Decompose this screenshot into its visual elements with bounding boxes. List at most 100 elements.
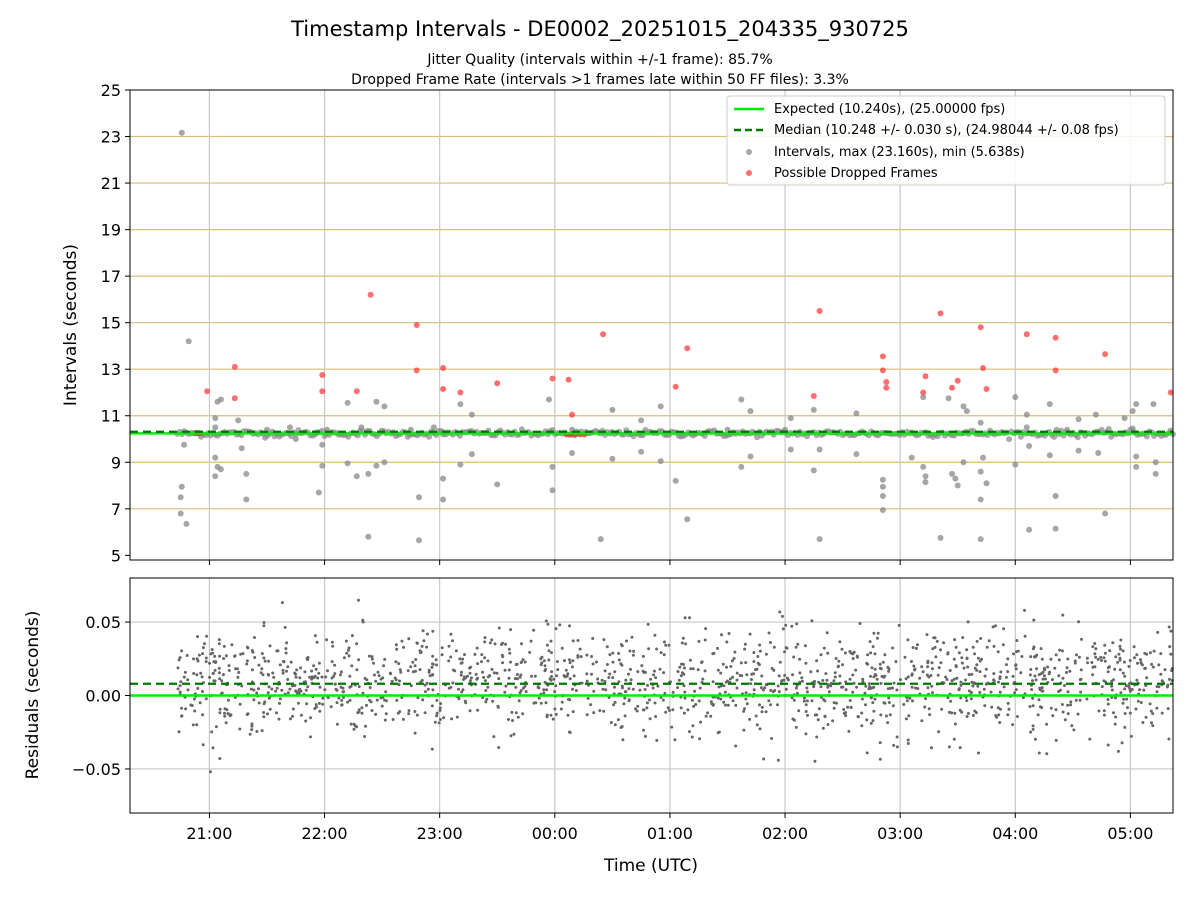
residual-point bbox=[906, 675, 910, 679]
residual-point bbox=[1029, 655, 1033, 659]
residual-point bbox=[625, 639, 629, 643]
interval-point bbox=[353, 473, 360, 480]
residual-point bbox=[1007, 707, 1011, 711]
residual-point bbox=[352, 727, 356, 731]
residual-point bbox=[1014, 688, 1018, 692]
residual-point bbox=[516, 715, 520, 719]
residual-point bbox=[829, 681, 833, 685]
interval-point bbox=[457, 401, 464, 408]
residual-point bbox=[1085, 697, 1089, 701]
residual-point bbox=[796, 642, 800, 646]
residual-point bbox=[906, 738, 910, 742]
residual-point bbox=[296, 691, 299, 695]
residual-point bbox=[520, 660, 523, 664]
interval-point bbox=[365, 470, 372, 477]
residual-point bbox=[671, 708, 675, 712]
residual-point bbox=[638, 688, 642, 692]
residual-point bbox=[1039, 647, 1043, 651]
residual-point bbox=[395, 647, 399, 651]
interval-band-point bbox=[426, 433, 433, 440]
residual-point bbox=[528, 650, 532, 654]
residual-point bbox=[1040, 706, 1044, 710]
residual-point bbox=[954, 645, 958, 649]
residual-point bbox=[218, 654, 222, 658]
residual-point bbox=[624, 678, 628, 682]
residual-point bbox=[217, 642, 221, 646]
dropped-frame-point bbox=[204, 388, 211, 395]
dropped-frame-point bbox=[600, 331, 607, 338]
interval-point bbox=[344, 399, 351, 406]
interval-point bbox=[243, 496, 250, 503]
residual-point bbox=[1079, 668, 1083, 672]
dropped-frame-point bbox=[1023, 331, 1030, 338]
residual-point bbox=[571, 659, 575, 663]
residual-point bbox=[259, 671, 263, 675]
residual-point bbox=[1135, 653, 1139, 657]
dropped-frame-point bbox=[413, 322, 420, 328]
residual-point bbox=[288, 687, 292, 691]
residual-point bbox=[1097, 709, 1101, 713]
residual-point bbox=[483, 656, 487, 660]
residual-point bbox=[1114, 715, 1118, 719]
residual-point bbox=[514, 685, 518, 689]
residual-point bbox=[990, 705, 994, 709]
residual-point bbox=[197, 653, 201, 657]
residual-point bbox=[673, 738, 677, 742]
residual-point bbox=[466, 674, 469, 678]
residual-point bbox=[627, 699, 631, 703]
residual-point bbox=[397, 662, 401, 666]
residual-point bbox=[407, 637, 411, 641]
residual-point bbox=[559, 707, 563, 711]
residual-point bbox=[540, 655, 544, 659]
residual-point bbox=[179, 680, 183, 684]
residual-point bbox=[621, 686, 624, 690]
residual-point bbox=[437, 721, 441, 725]
residual-point bbox=[662, 671, 666, 675]
residual-point bbox=[1116, 660, 1120, 664]
residual-point bbox=[627, 672, 630, 676]
residual-point bbox=[629, 667, 632, 671]
residual-point bbox=[868, 685, 872, 689]
residual-point bbox=[1102, 713, 1106, 717]
residual-point bbox=[488, 674, 492, 678]
residual-point bbox=[825, 678, 829, 682]
legend-intervals-swatch bbox=[746, 149, 752, 155]
residual-point bbox=[849, 705, 853, 709]
residual-point bbox=[510, 710, 514, 714]
residual-point bbox=[544, 668, 548, 671]
residual-point bbox=[895, 745, 899, 749]
interval-point bbox=[344, 460, 351, 467]
interval-point bbox=[468, 411, 475, 418]
jitter-quality-subtitle: Jitter Quality (intervals within +/-1 fr… bbox=[426, 52, 772, 68]
dropped-frame-rate-subtitle: Dropped Frame Rate (intervals >1 frames … bbox=[351, 72, 849, 88]
dropped-frame-point bbox=[549, 375, 556, 382]
residual-point bbox=[191, 723, 195, 727]
residual-point bbox=[426, 687, 430, 691]
residual-point bbox=[196, 635, 199, 639]
residual-point bbox=[555, 674, 559, 678]
residual-point bbox=[542, 659, 546, 663]
residual-point bbox=[1072, 728, 1076, 732]
residual-point bbox=[596, 677, 600, 681]
residual-point bbox=[871, 645, 875, 649]
residual-point bbox=[568, 624, 571, 628]
residual-point bbox=[930, 667, 934, 671]
residual-point bbox=[976, 656, 980, 660]
residual-point bbox=[1075, 653, 1078, 657]
residual-point bbox=[468, 679, 472, 683]
residual-point bbox=[291, 684, 294, 688]
residual-point bbox=[572, 674, 576, 678]
residual-point bbox=[792, 655, 796, 659]
residual-point bbox=[331, 644, 335, 648]
residual-point bbox=[339, 670, 343, 674]
residual-point bbox=[844, 711, 848, 715]
residual-point bbox=[196, 686, 200, 690]
residual-point bbox=[875, 677, 879, 681]
residual-point bbox=[246, 712, 250, 716]
residual-point bbox=[952, 677, 956, 681]
interval-band-point bbox=[1006, 436, 1012, 443]
residual-point bbox=[377, 674, 381, 678]
residual-point bbox=[1113, 696, 1117, 700]
residual-point bbox=[1122, 660, 1126, 664]
residual-point bbox=[545, 643, 549, 647]
